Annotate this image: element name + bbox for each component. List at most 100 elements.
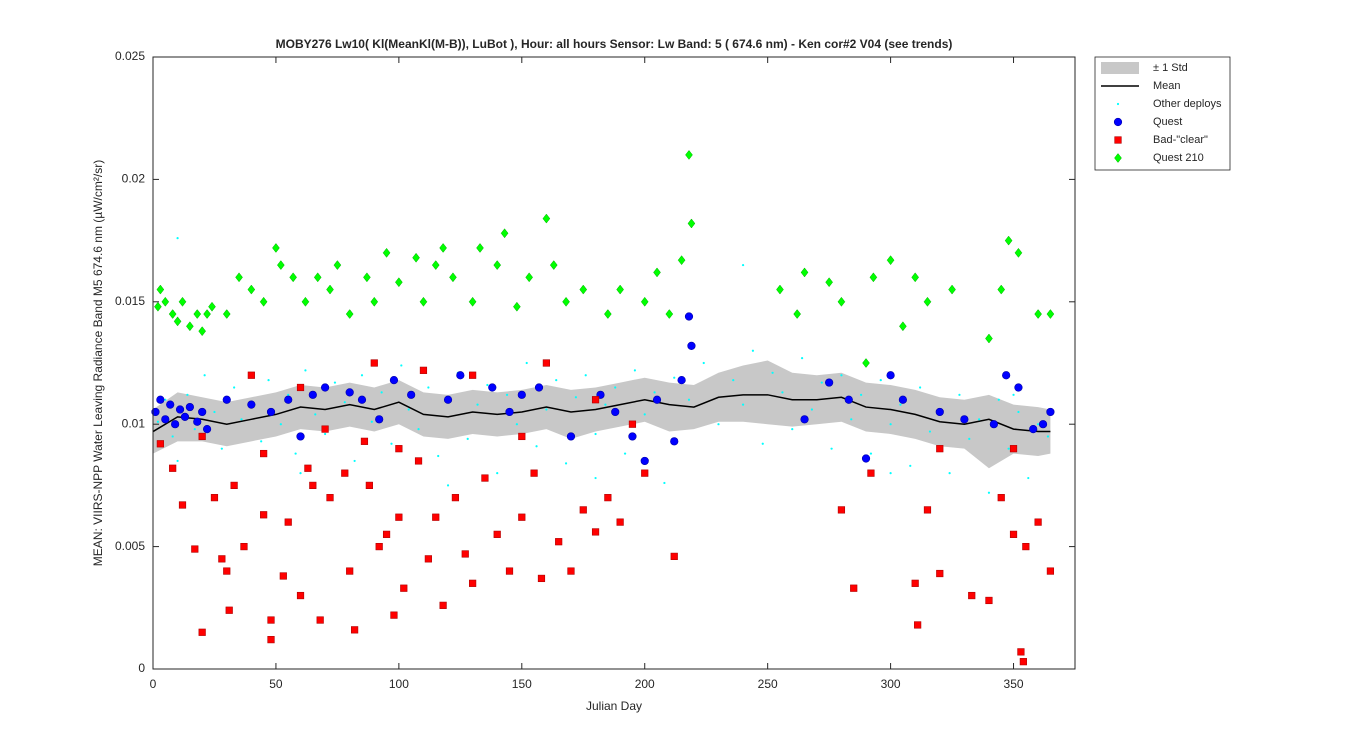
point	[313, 272, 322, 283]
point	[1027, 476, 1030, 480]
point	[640, 296, 649, 307]
point	[240, 542, 248, 551]
point	[1014, 383, 1023, 392]
legend: ± 1 Std Mean Other deploys Quest Bad-"clear"…	[1094, 56, 1231, 171]
point	[810, 408, 814, 411]
point	[534, 383, 544, 392]
point	[419, 296, 428, 307]
point	[461, 550, 469, 558]
point	[407, 408, 410, 411]
point	[616, 518, 624, 526]
point	[259, 296, 268, 307]
point	[717, 423, 720, 426]
point	[341, 469, 349, 477]
point	[923, 506, 932, 514]
point	[1019, 658, 1027, 666]
point	[481, 474, 489, 482]
point	[176, 459, 179, 463]
point	[395, 445, 403, 453]
legend-label: ± 1 Std	[1153, 62, 1188, 74]
point	[793, 309, 801, 319]
point	[594, 432, 597, 436]
point	[555, 379, 558, 382]
x-tick-label: 0	[150, 677, 157, 691]
point	[169, 464, 177, 472]
point	[419, 366, 428, 374]
point	[1022, 542, 1030, 551]
point	[235, 272, 243, 283]
point	[928, 430, 932, 433]
point	[687, 218, 696, 229]
point	[390, 442, 393, 445]
point	[161, 296, 170, 307]
point	[168, 309, 177, 319]
point	[279, 572, 287, 580]
point	[193, 427, 196, 431]
point	[505, 567, 514, 575]
point	[198, 432, 206, 441]
point	[326, 284, 334, 295]
point	[825, 277, 833, 288]
point	[687, 398, 691, 401]
point	[222, 395, 231, 404]
plot-area: 0 50 100 150 200 250 300 350 0 0.005 0.01 0.015 0.02…	[115, 49, 1076, 691]
point	[400, 584, 408, 592]
point	[515, 423, 518, 426]
point	[417, 427, 420, 431]
point	[604, 309, 612, 319]
y-tick-label: 0	[138, 661, 145, 675]
point	[889, 423, 892, 426]
point	[198, 326, 206, 337]
point	[240, 418, 243, 421]
point	[363, 272, 371, 283]
point	[180, 412, 190, 421]
point	[948, 472, 951, 475]
point	[886, 371, 895, 380]
point	[296, 432, 305, 441]
point	[628, 432, 637, 441]
point	[1012, 393, 1015, 396]
point	[279, 423, 282, 426]
point	[579, 506, 587, 514]
point	[1046, 407, 1055, 417]
point	[208, 301, 216, 312]
point	[439, 601, 447, 609]
point	[260, 449, 268, 458]
point	[294, 452, 297, 455]
point	[456, 371, 465, 380]
y-axis-label: MEAN: VIIRS-NPP Water Leaving Radiance B…	[91, 160, 105, 566]
point	[267, 636, 275, 644]
point	[987, 491, 991, 494]
point	[333, 260, 342, 270]
point	[382, 247, 391, 258]
point	[230, 481, 238, 490]
point	[324, 432, 327, 436]
point	[449, 272, 457, 283]
x-axis-label: Julian Day	[586, 699, 642, 713]
point	[431, 260, 440, 270]
point	[1113, 117, 1123, 127]
point	[830, 447, 833, 450]
point	[567, 567, 575, 575]
point	[395, 513, 403, 521]
point	[1009, 530, 1018, 538]
std-band	[153, 360, 1051, 469]
point	[1046, 435, 1050, 438]
point	[500, 228, 509, 239]
point	[837, 506, 846, 514]
point	[911, 272, 920, 283]
point	[614, 386, 617, 389]
point	[198, 407, 207, 417]
point	[869, 452, 873, 455]
point	[850, 418, 853, 421]
point	[451, 494, 460, 502]
point	[1046, 567, 1055, 575]
point	[1007, 447, 1010, 450]
point	[326, 494, 334, 502]
legend-label: Other deploys	[1153, 98, 1222, 110]
point	[218, 555, 226, 563]
point	[476, 243, 484, 253]
point	[886, 255, 895, 266]
point	[537, 574, 546, 583]
point	[186, 321, 194, 332]
